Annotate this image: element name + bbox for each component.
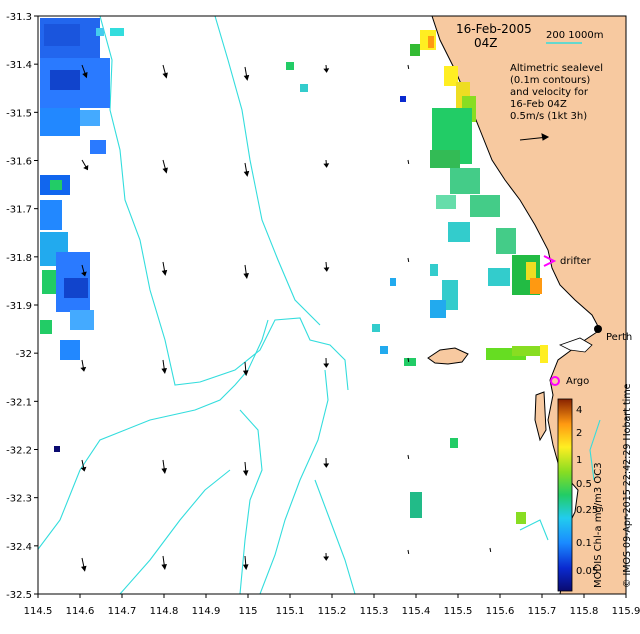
argo-label: Argo — [566, 376, 589, 387]
lat-tick-label: -31.8 — [6, 253, 32, 264]
annotation-line: and velocity for — [510, 87, 589, 98]
annotation-line: (0.1m contours) — [510, 75, 590, 86]
lon-tick-label: 115.6 — [486, 606, 515, 617]
lat-tick-label: -32.2 — [6, 446, 32, 457]
lat-tick-label: -32 — [16, 349, 32, 360]
lat-tick-label: -31.3 — [6, 12, 32, 23]
colorbar-tick: 0.1 — [576, 538, 592, 549]
lat-tick-label: -31.6 — [6, 157, 32, 168]
annotation-line: 0.5m/s (1kt 3h) — [510, 111, 587, 122]
lon-tick-label: 115.1 — [276, 606, 305, 617]
annotation-line: Altimetric sealevel — [510, 63, 603, 74]
lon-tick-label: 115.3 — [360, 606, 389, 617]
lon-tick-label: 114.5 — [24, 606, 53, 617]
colorbar-tick: 2 — [576, 428, 582, 439]
lat-tick-label: -31.9 — [6, 301, 32, 312]
lon-tick-label: 115.5 — [444, 606, 473, 617]
lat-tick-label: -32.4 — [6, 542, 32, 553]
perth-label: Perth — [606, 332, 632, 343]
lat-axis: -31.3 -31.4 -31.5 -31.6 -31.7 -31.8 -31.9 -32 -3… — [6, 12, 38, 601]
lat-tick-label: -32.5 — [6, 590, 32, 601]
lon-tick-label: 114.6 — [66, 606, 95, 617]
copyright-label: © IMOS 09-Apr-2015 22:42:29 Hobart time — [622, 383, 633, 588]
time-label: 04Z — [474, 36, 498, 50]
lon-tick-label: 115.2 — [318, 606, 347, 617]
lon-tick-label: 115.4 — [402, 606, 431, 617]
lon-tick-label: 115.9 — [612, 606, 640, 617]
lat-tick-label: -32.1 — [6, 397, 32, 408]
scale-label: 200 1000m — [546, 30, 603, 41]
drifter-label: drifter — [560, 256, 592, 267]
annotation-line: 16-Feb 04Z — [510, 99, 567, 110]
colorbar-tick: 0.5 — [576, 479, 592, 490]
lon-tick-label: 115.7 — [528, 606, 557, 617]
lon-tick-label: 114.7 — [108, 606, 137, 617]
lat-tick-label: -31.5 — [6, 108, 32, 119]
lon-tick-label: 114.8 — [150, 606, 179, 617]
lat-tick-label: -32.3 — [6, 494, 32, 505]
colorbar-tick: 1 — [576, 455, 582, 466]
colorbar-tick: 4 — [576, 405, 582, 416]
lat-tick-label: -31.4 — [6, 60, 32, 71]
date-label: 16-Feb-2005 — [456, 22, 532, 36]
colorbar-label: MODIS Chl-a mg/m3 OC3 — [593, 462, 604, 588]
lon-tick-label: 115.8 — [570, 606, 599, 617]
lon-tick-label: 114.9 — [192, 606, 221, 617]
perth-marker — [594, 325, 602, 333]
lat-tick-label: -31.7 — [6, 205, 32, 216]
colorbar — [558, 399, 572, 591]
lon-axis: 114.5 114.6 114.7 114.8 114.9 115 115.1 115.2 11… — [24, 594, 640, 617]
lon-tick-label: 115 — [238, 606, 257, 617]
